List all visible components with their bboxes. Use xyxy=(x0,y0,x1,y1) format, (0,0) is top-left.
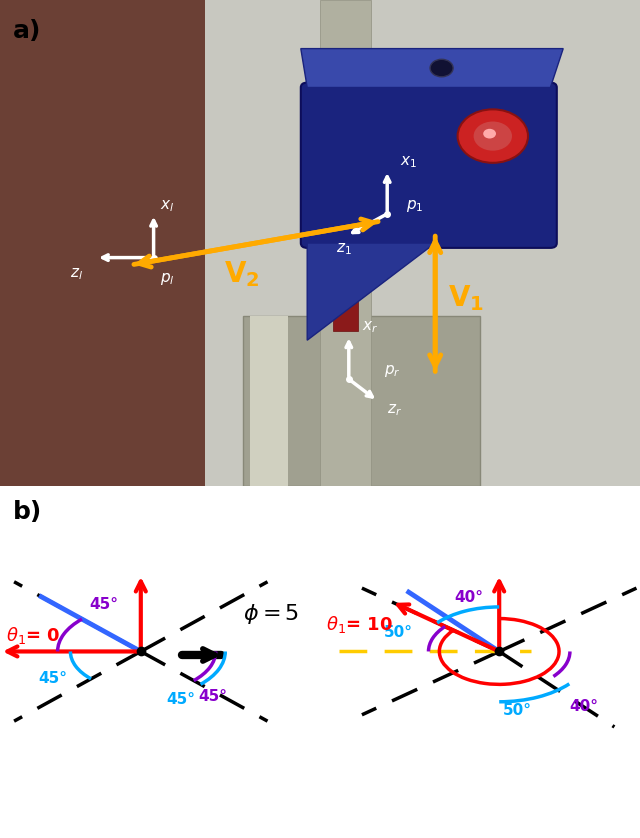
Circle shape xyxy=(430,59,453,77)
Text: 40°: 40° xyxy=(570,699,598,714)
Circle shape xyxy=(458,109,528,163)
Text: a): a) xyxy=(13,19,41,44)
Text: $x_l$: $x_l$ xyxy=(160,198,174,214)
Text: $\theta_1$= 10: $\theta_1$= 10 xyxy=(326,614,394,635)
Text: 45°: 45° xyxy=(198,689,227,704)
Text: 50°: 50° xyxy=(384,625,413,640)
Polygon shape xyxy=(301,49,563,87)
Bar xyxy=(205,0,640,486)
Text: 50°: 50° xyxy=(502,703,531,718)
Polygon shape xyxy=(307,243,435,340)
Text: $x_r$: $x_r$ xyxy=(362,319,378,335)
Text: $z_1$: $z_1$ xyxy=(336,241,352,257)
Text: $z_l$: $z_l$ xyxy=(70,266,83,282)
Text: $z_r$: $z_r$ xyxy=(387,402,402,418)
Bar xyxy=(250,316,288,486)
Text: 40°: 40° xyxy=(454,590,483,605)
Bar xyxy=(320,0,371,486)
Text: 45°: 45° xyxy=(90,597,118,613)
Text: b): b) xyxy=(13,500,42,524)
Text: 45°: 45° xyxy=(38,671,67,686)
Text: $p_l$: $p_l$ xyxy=(160,271,175,287)
Text: $\mathbf{V_2}$: $\mathbf{V_2}$ xyxy=(224,259,260,289)
Text: $\phi = 5$: $\phi = 5$ xyxy=(243,602,300,626)
Bar xyxy=(333,233,358,330)
Bar xyxy=(243,316,480,486)
Text: 45°: 45° xyxy=(166,692,195,707)
Text: $x_1$: $x_1$ xyxy=(400,154,417,170)
Bar xyxy=(0,0,205,486)
Text: $p_1$: $p_1$ xyxy=(406,198,424,214)
Text: $\mathbf{V_1}$: $\mathbf{V_1}$ xyxy=(448,283,484,313)
Circle shape xyxy=(474,122,512,151)
Circle shape xyxy=(483,129,496,138)
FancyBboxPatch shape xyxy=(301,83,557,248)
Text: $\theta_1$= 0: $\theta_1$= 0 xyxy=(6,625,61,646)
Text: $p_r$: $p_r$ xyxy=(384,363,401,380)
